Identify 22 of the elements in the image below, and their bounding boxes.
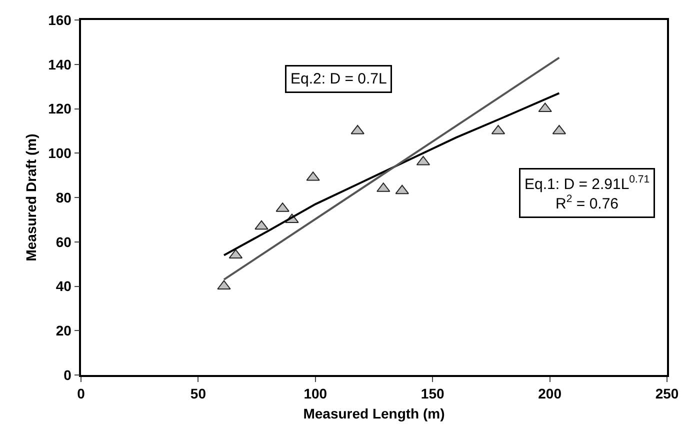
point — [254, 220, 268, 230]
y-tick-label: 20 — [56, 322, 72, 339]
x-tick-label: 200 — [538, 386, 562, 402]
x-tick-label: 250 — [655, 386, 679, 402]
annotation: Eq.2: D = 0.7L — [290, 70, 387, 88]
y-tick-label: 0 — [64, 366, 72, 383]
x-axis-title: Measured Length (m) — [303, 405, 445, 422]
y-tick-label: 60 — [56, 234, 72, 250]
y-tick-label: 40 — [56, 278, 72, 294]
x-tick-label: 50 — [190, 386, 206, 402]
x-tick-label: 0 — [77, 386, 86, 402]
y-axis-title: Measured Draft (m) — [23, 134, 40, 262]
x-tick-label: 150 — [420, 386, 444, 402]
point — [350, 124, 364, 134]
y-tick-label: 160 — [48, 12, 72, 28]
y-tick-label: 100 — [48, 145, 72, 162]
y-tick-label: 120 — [48, 100, 72, 117]
y-tick-label: 140 — [48, 56, 72, 72]
x-tick-label: 100 — [304, 386, 328, 402]
text: Eq.1: D = 2.91L$^{0.71}$ R$^{2}$ = 0.76 — [524, 174, 650, 212]
point — [395, 184, 409, 194]
y-tick-label: 80 — [56, 189, 72, 206]
